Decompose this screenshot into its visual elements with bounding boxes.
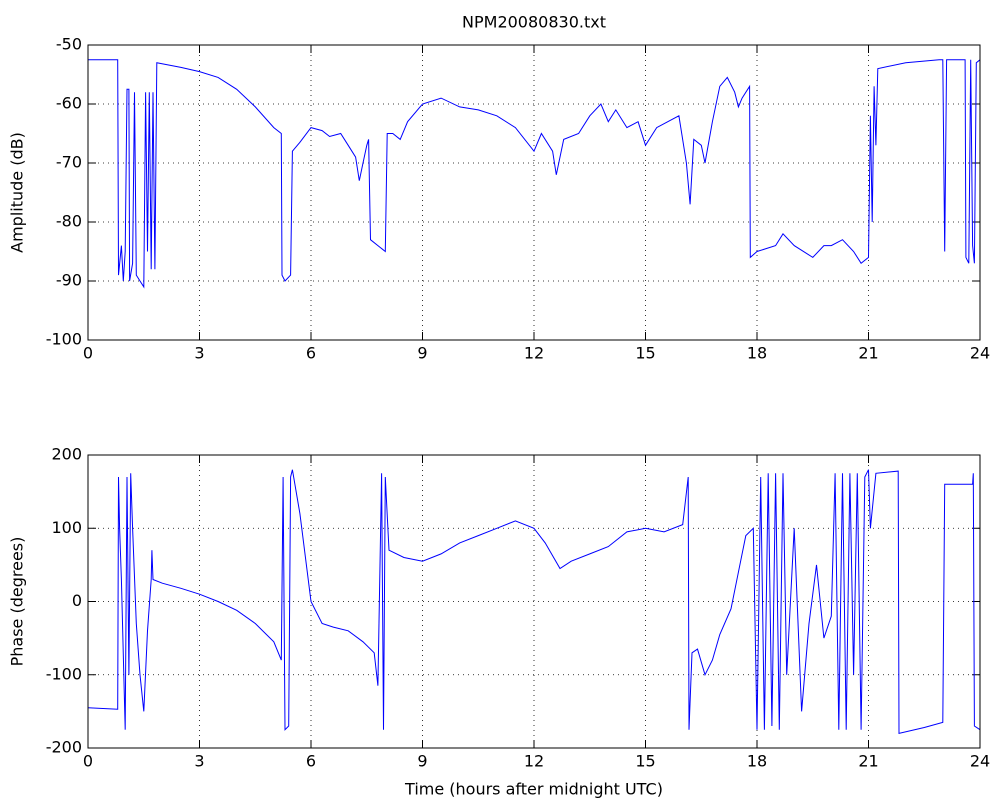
y-tick-label: -70 [56, 153, 82, 172]
x-tick-label: 15 [635, 344, 655, 363]
x-tick-label: 15 [635, 752, 655, 771]
data-line [88, 59, 981, 289]
y-tick-label: -100 [46, 664, 82, 683]
x-tick-label: 12 [524, 752, 544, 771]
y-tick-label: -100 [46, 330, 82, 349]
y-tick-label: 100 [51, 518, 82, 537]
data-line [87, 469, 981, 735]
x-tick-label: 9 [417, 752, 427, 771]
y-axis-label: Phase (degrees) [8, 537, 27, 667]
y-tick-label: -200 [46, 738, 82, 757]
axes-frame [87, 44, 981, 341]
x-tick-label: 0 [83, 752, 93, 771]
x-tick-label: 9 [417, 344, 427, 363]
x-axis-label: Time (hours after midnight UTC) [404, 780, 663, 799]
y-tick-label: -60 [56, 94, 82, 113]
x-tick-label: 6 [306, 344, 316, 363]
x-tick-label: 12 [524, 344, 544, 363]
x-tick-label: 24 [970, 344, 990, 363]
x-tick-label: 21 [858, 752, 878, 771]
x-tick-label: 18 [747, 752, 767, 771]
x-tick-label: 24 [970, 752, 990, 771]
y-tick-label: -90 [56, 271, 82, 290]
x-tick-label: 6 [306, 752, 316, 771]
y-tick-label: -50 [56, 35, 82, 54]
x-tick-label: 0 [83, 344, 93, 363]
x-tick-label: 3 [194, 752, 204, 771]
y-tick-label: 200 [51, 445, 82, 464]
x-tick-label: 3 [194, 344, 204, 363]
x-tick-label: 18 [747, 344, 767, 363]
y-axis-label: Amplitude (dB) [8, 132, 27, 253]
y-tick-label: -80 [56, 212, 82, 231]
axes-frame [87, 454, 981, 749]
chart-title: NPM20080830.txt [462, 13, 606, 32]
x-tick-label: 21 [858, 344, 878, 363]
y-tick-label: 0 [72, 591, 82, 610]
